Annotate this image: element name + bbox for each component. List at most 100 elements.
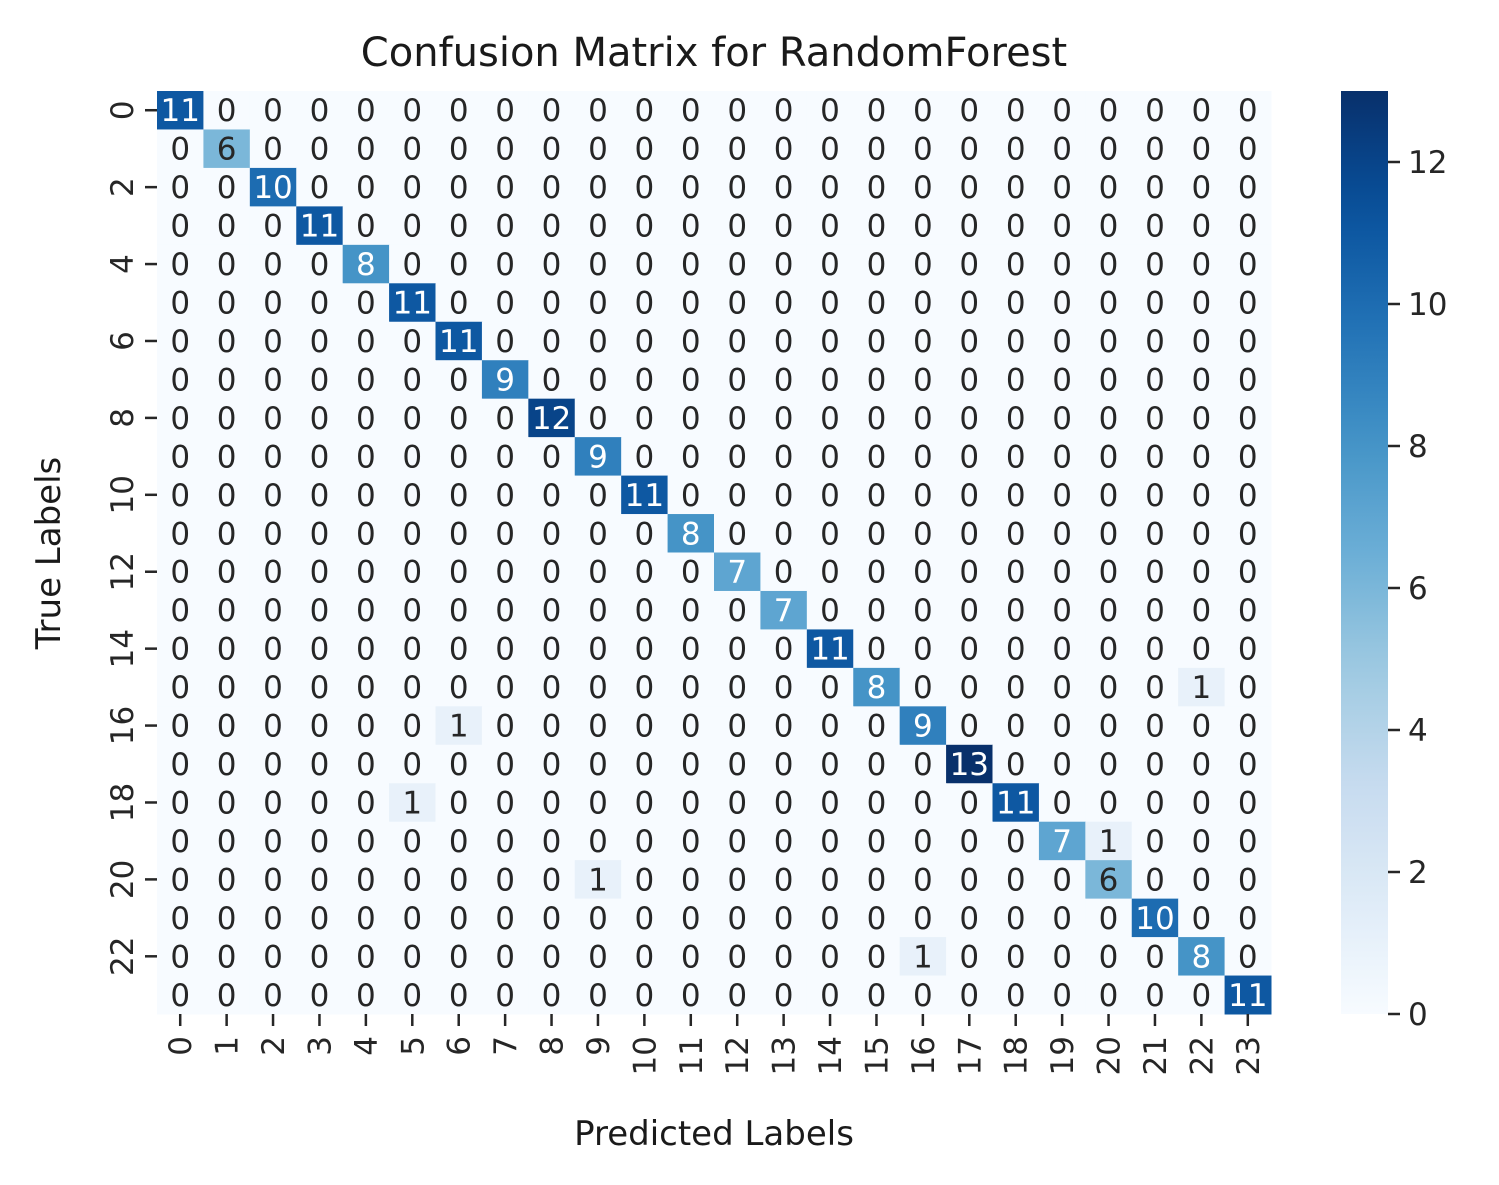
cell-value-label: 0 (495, 93, 515, 129)
heatmap-cell (899, 475, 947, 515)
heatmap-cell (528, 975, 576, 1015)
cell-value-label: 0 (681, 93, 701, 129)
cell-value-label: 0 (310, 785, 330, 821)
cell-value-label: 1 (913, 939, 933, 975)
cell-value-label: 0 (310, 324, 330, 360)
cell-value-label: 11 (1228, 978, 1267, 1014)
cell-value-label: 0 (310, 478, 330, 514)
y-tick-label: 14 (105, 629, 141, 668)
heatmap-cell (621, 706, 669, 746)
y-tick-label: 18 (105, 783, 141, 822)
cell-value-label: 0 (774, 478, 794, 514)
cell-value-label: 0 (449, 439, 469, 475)
cell-value-label: 0 (913, 785, 933, 821)
cell-value-label: 0 (588, 785, 608, 821)
cell-value-label: 0 (1052, 324, 1072, 360)
heatmap-cell (992, 821, 1040, 861)
heatmap-cell (528, 552, 576, 592)
heatmap-cell (1085, 667, 1133, 707)
heatmap-cell (1224, 744, 1272, 784)
cell-value-label: 0 (170, 209, 190, 245)
heatmap-cell (667, 744, 715, 784)
heatmap-cell (853, 667, 901, 707)
heatmap-cell (1178, 129, 1226, 169)
x-tick-label: 6 (442, 1036, 478, 1056)
cell-value-label: 0 (867, 170, 887, 206)
heatmap-cell (203, 937, 251, 977)
heatmap-cell (621, 821, 669, 861)
cell-value-label: 0 (867, 439, 887, 475)
heatmap-cell (342, 167, 390, 207)
cell-value-label: 0 (263, 939, 283, 975)
cell-value-label: 0 (820, 785, 840, 821)
heatmap-cell (1131, 937, 1179, 977)
colorbar-tick-label: 12 (1408, 145, 1447, 181)
heatmap-cell (249, 167, 297, 207)
cell-value-label: 0 (263, 401, 283, 437)
cell-value-label: 0 (588, 709, 608, 745)
heatmap-cell (760, 129, 808, 169)
heatmap-cell (1178, 552, 1226, 592)
cell-value-label: 0 (356, 170, 376, 206)
heatmap-cell (435, 552, 483, 592)
heatmap-cell (157, 514, 204, 553)
heatmap-cell (760, 91, 808, 130)
cell-value-label: 0 (1145, 170, 1165, 206)
heatmap-cell (806, 321, 854, 361)
heatmap-cell (574, 860, 622, 900)
heatmap-cell (435, 667, 483, 707)
heatmap-cell (249, 821, 297, 861)
cell-value-label: 0 (959, 516, 979, 552)
cell-value-label: 0 (402, 862, 422, 898)
heatmap-cell (667, 244, 715, 284)
heatmap-cell (481, 244, 529, 284)
cell-value-label: 0 (588, 555, 608, 591)
heatmap-cell (621, 91, 669, 130)
cell-value-label: 0 (1052, 862, 1072, 898)
cell-value-label: 0 (310, 401, 330, 437)
cell-value-label: 0 (1099, 478, 1119, 514)
heatmap-cell (946, 744, 993, 784)
cell-value-label: 0 (727, 362, 747, 398)
cell-value-label: 0 (170, 824, 190, 860)
heatmap-cell (992, 937, 1040, 977)
cell-value-label: 0 (495, 170, 515, 206)
heatmap-cell (528, 706, 576, 746)
heatmap-cell (1038, 590, 1086, 630)
cell-value-label: 0 (1145, 286, 1165, 322)
cell-value-label: 0 (449, 593, 469, 629)
cell-value-label: 0 (1145, 785, 1165, 821)
heatmap-cell (621, 244, 669, 284)
cell-value-label: 0 (542, 247, 562, 283)
heatmap-cell (342, 590, 390, 630)
heatmap-cell (574, 629, 622, 669)
heatmap-cell (806, 514, 854, 553)
cell-value-label: 0 (681, 824, 701, 860)
cell-value-label: 0 (263, 862, 283, 898)
heatmap-cell (342, 706, 390, 746)
heatmap-cell (1224, 514, 1272, 553)
cell-value-label: 0 (959, 170, 979, 206)
cell-value-label: 0 (820, 709, 840, 745)
heatmap-cell (342, 283, 390, 323)
cell-value-label: 0 (867, 978, 887, 1014)
cell-value-label: 0 (959, 824, 979, 860)
heatmap-cell (389, 283, 436, 323)
heatmap-cell (621, 321, 669, 361)
heatmap-cell (853, 590, 901, 630)
cell-value-label: 0 (1006, 170, 1026, 206)
cell-value-label: 0 (217, 478, 237, 514)
cell-value-label: 0 (1006, 939, 1026, 975)
heatmap-cell (806, 398, 854, 438)
cell-value-label: 0 (635, 93, 655, 129)
cell-value-label: 0 (1099, 555, 1119, 591)
cell-value-label: 0 (1192, 170, 1212, 206)
cell-value-label: 0 (1145, 401, 1165, 437)
heatmap-cell (946, 129, 993, 169)
heatmap-cell (667, 898, 715, 938)
cell-value-label: 0 (913, 824, 933, 860)
cell-value-label: 0 (310, 978, 330, 1014)
heatmap-cell (1131, 975, 1179, 1015)
cell-value-label: 0 (820, 362, 840, 398)
heatmap-cell (714, 667, 761, 707)
